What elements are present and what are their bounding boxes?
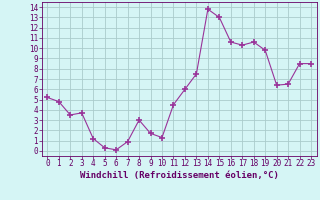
X-axis label: Windchill (Refroidissement éolien,°C): Windchill (Refroidissement éolien,°C) — [80, 171, 279, 180]
